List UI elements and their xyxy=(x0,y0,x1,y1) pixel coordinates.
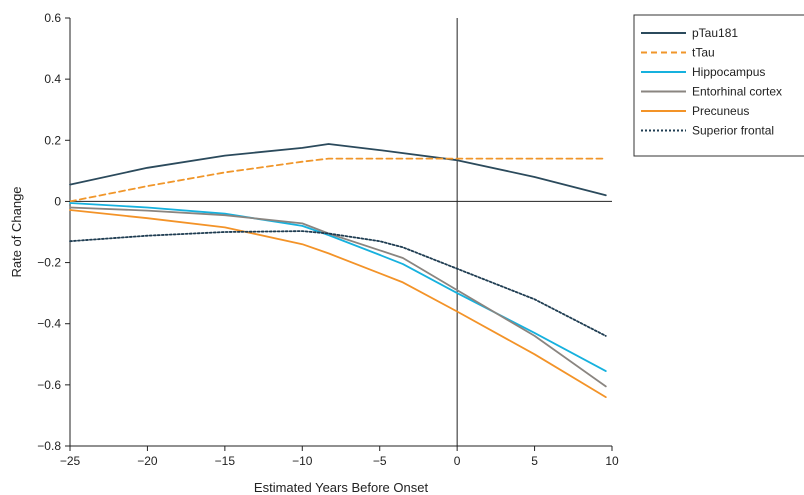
axes xyxy=(69,18,612,447)
legend-box xyxy=(633,14,804,157)
y-tick-label: −0.2 xyxy=(37,256,61,270)
x-axis-title: Estimated Years Before Onset xyxy=(254,480,429,495)
series-line-ttau xyxy=(69,157,607,203)
y-tick-label: 0.6 xyxy=(44,11,61,25)
x-tick-label: 0 xyxy=(454,454,461,468)
x-tick-label: −5 xyxy=(373,454,387,468)
y-axis-title: Rate of Change xyxy=(9,186,24,277)
y-tick-label: −0.4 xyxy=(37,317,61,331)
y-tick-label: 0.4 xyxy=(44,72,61,86)
series-line-entorhinal-cortex xyxy=(69,206,607,388)
x-tick-label: −15 xyxy=(215,454,236,468)
legend-label: Hippocampus xyxy=(692,65,765,79)
x-tick-label: −20 xyxy=(137,454,158,468)
reference-lines xyxy=(70,18,612,446)
x-tick-label: −25 xyxy=(60,454,81,468)
legend-label: Superior frontal xyxy=(692,124,774,138)
x-axis-ticks: −25 −20 −15 −10 −5 0 5 10 xyxy=(60,446,619,468)
legend-label: pTau181 xyxy=(692,26,738,40)
series-line-precuneus xyxy=(69,209,607,399)
legend: pTau181 tTau Hippocampus Entorhinal cortex P… xyxy=(633,14,804,157)
y-tick-label: 0 xyxy=(54,194,61,208)
legend-label: tTau xyxy=(692,46,715,60)
y-tick-label: −0.6 xyxy=(37,378,61,392)
legend-label: Precuneus xyxy=(692,104,749,118)
series-lines xyxy=(69,143,607,399)
x-tick-label: 5 xyxy=(531,454,538,468)
y-tick-label: 0.2 xyxy=(44,133,61,147)
y-axis-ticks: 0.6 0.4 0.2 0 −0.2 −0.4 −0.6 −0.8 xyxy=(37,11,70,453)
x-tick-label: 10 xyxy=(605,454,619,468)
series-line-superior-frontal xyxy=(69,230,607,337)
legend-label: Entorhinal cortex xyxy=(692,85,782,99)
series-line-ptau181 xyxy=(69,143,607,197)
y-tick-label: −0.8 xyxy=(37,439,61,453)
series-line-hippocampus xyxy=(69,202,607,373)
x-tick-label: −10 xyxy=(292,454,313,468)
